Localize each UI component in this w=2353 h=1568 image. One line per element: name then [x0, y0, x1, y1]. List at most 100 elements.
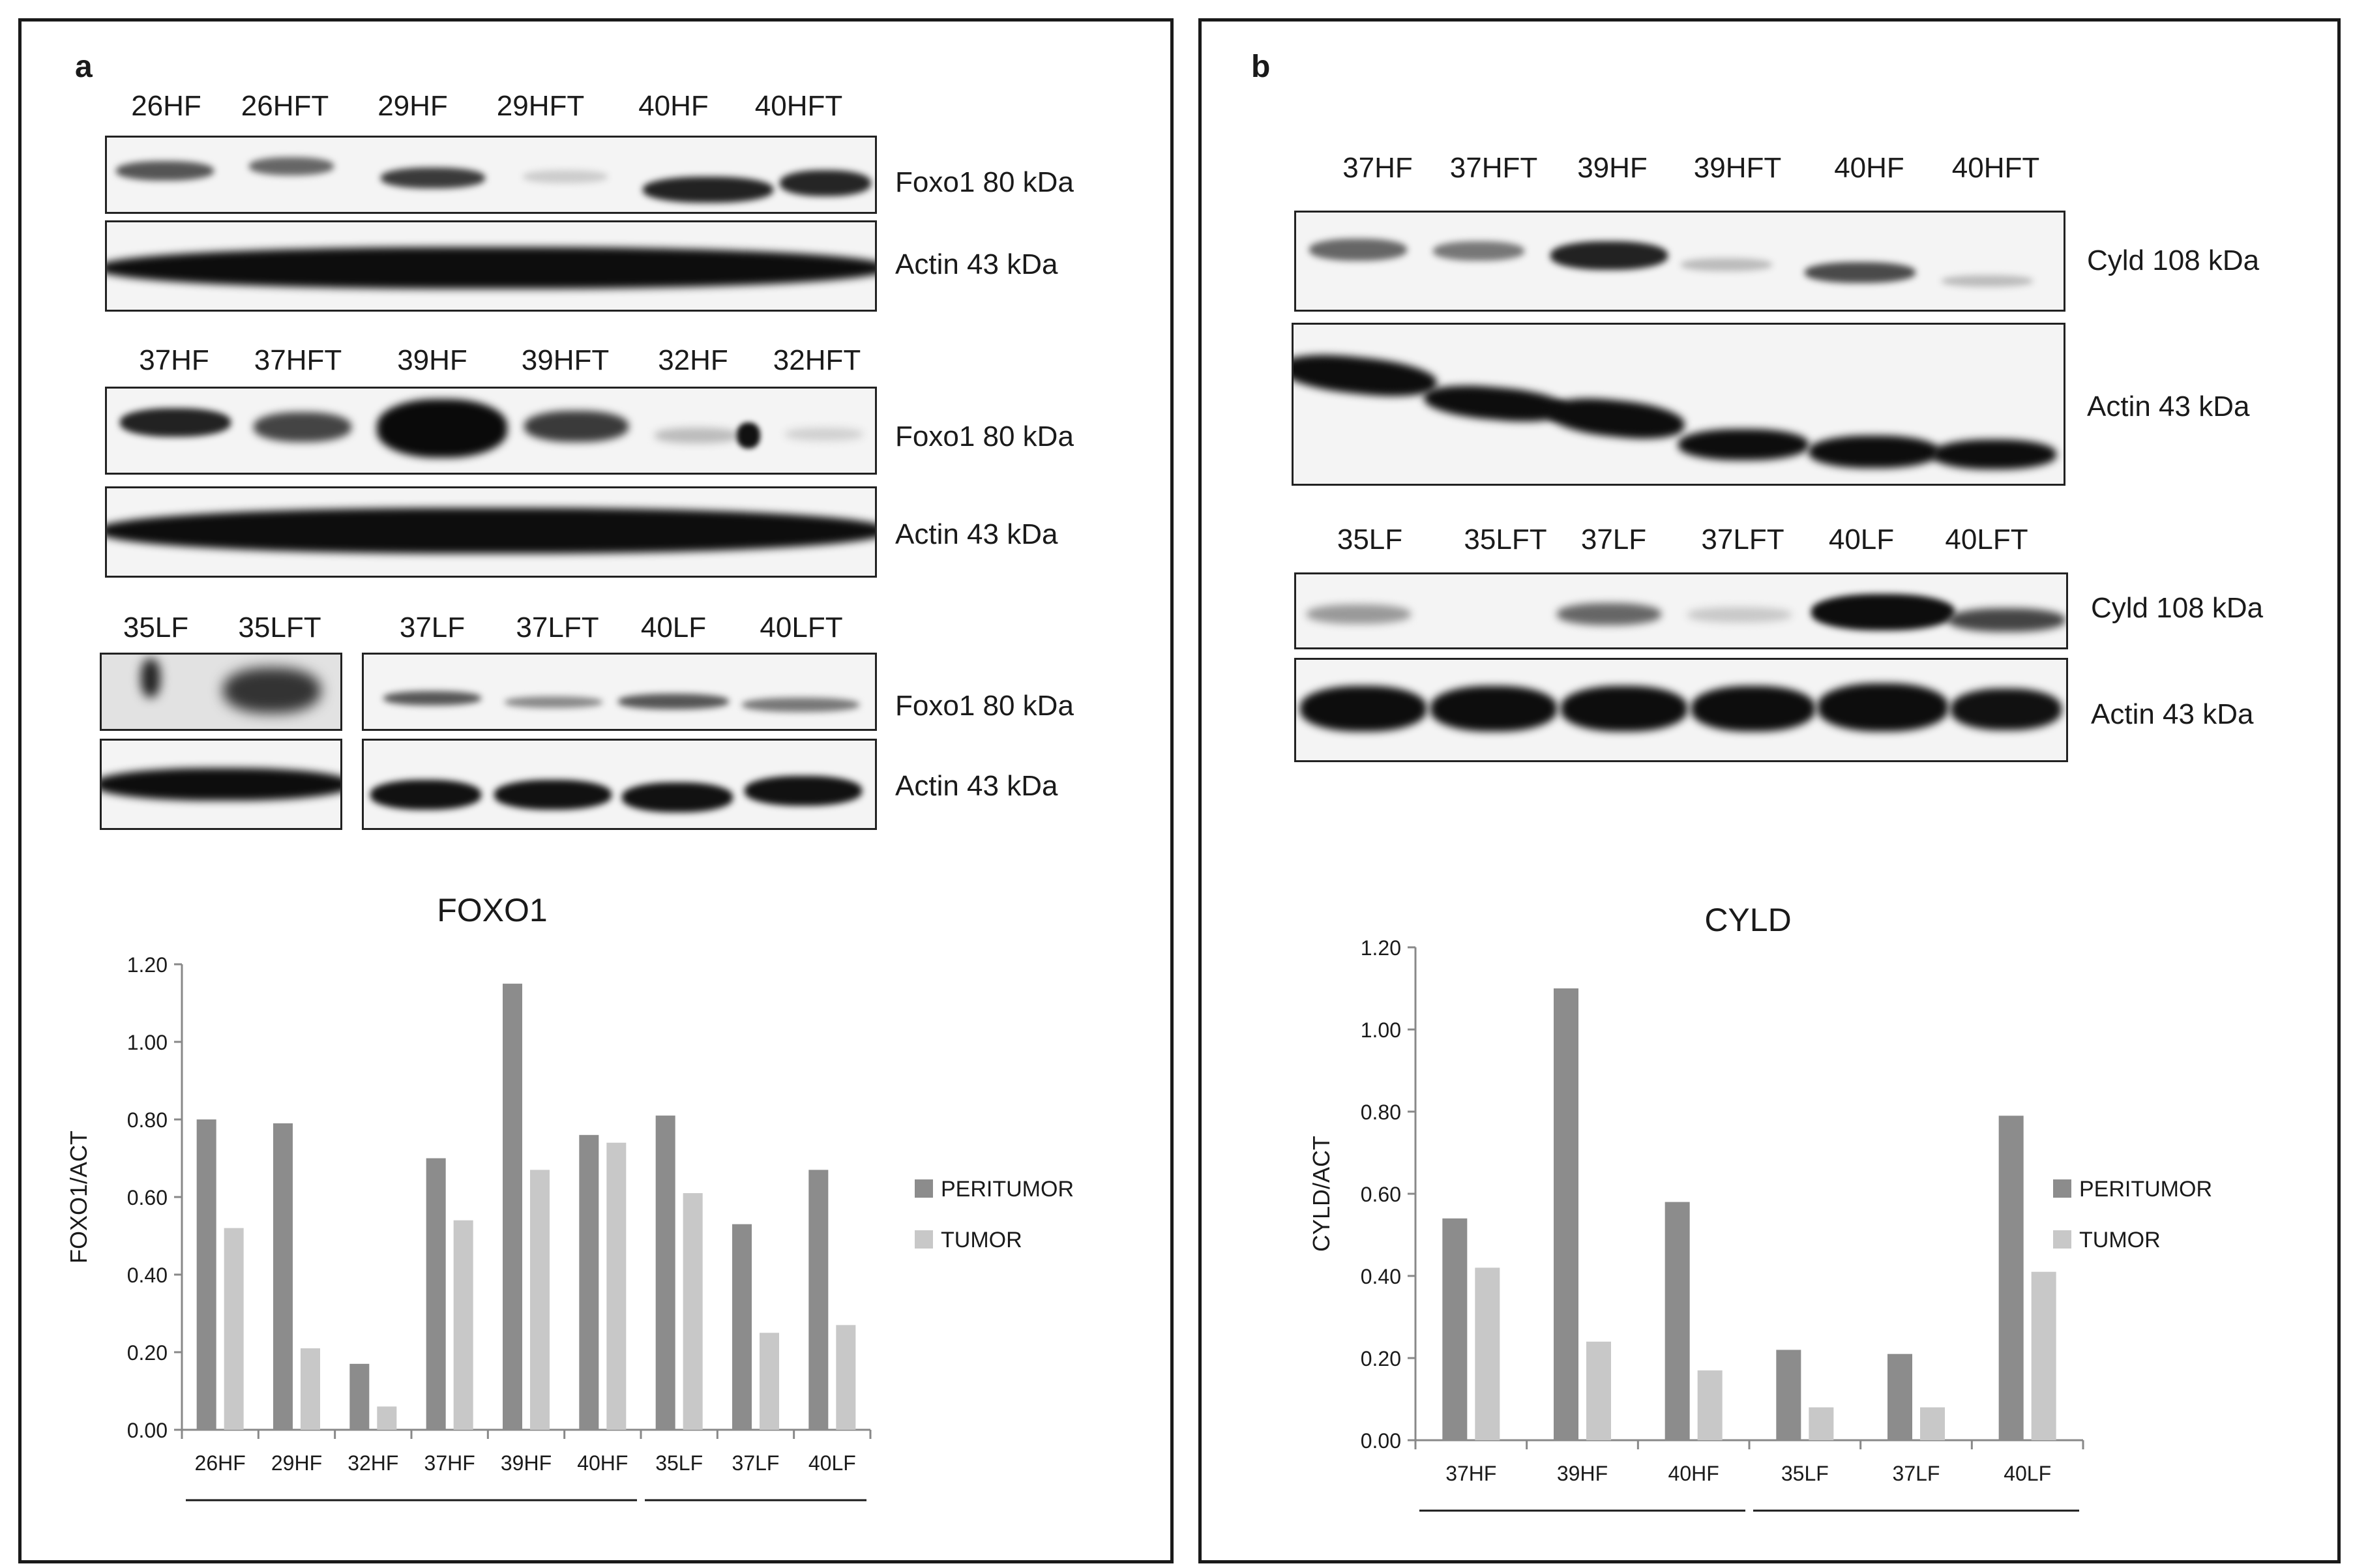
cyld-blot	[1294, 211, 2065, 312]
band	[523, 170, 608, 183]
band	[1691, 686, 1815, 732]
x-tick-label: 37HF	[1445, 1462, 1496, 1485]
lane-label: 37LF	[399, 612, 466, 643]
panel-a: a 26HF 26HFT 29HF 29HFT 40HF 40HFT Foxo1…	[18, 18, 1174, 1563]
bar-peritumor	[1554, 988, 1578, 1440]
lane-label: 37HF	[1342, 152, 1413, 184]
foxo1-blot	[100, 653, 342, 731]
y-tick-label: 0.00	[127, 1419, 168, 1442]
band	[107, 508, 875, 554]
y-tick-label: 0.60	[1361, 1183, 1401, 1206]
lane-label: 40LF	[1828, 524, 1895, 555]
x-tick-label: 32HF	[348, 1451, 398, 1475]
lane-label: 32HFT	[773, 344, 861, 376]
lane-label: 37HFT	[1449, 152, 1538, 184]
bar-tumor	[301, 1348, 320, 1430]
panel-a-label: a	[75, 50, 93, 84]
bar-tumor	[224, 1228, 244, 1430]
x-tick-label: 26HF	[195, 1451, 246, 1475]
bar-tumor	[1809, 1407, 1834, 1440]
y-tick-label: 0.00	[1361, 1429, 1401, 1453]
bar-peritumor	[655, 1116, 675, 1430]
lane-label: 40LF	[640, 612, 707, 643]
band	[102, 768, 340, 801]
band	[643, 177, 773, 203]
y-tick-label: 1.00	[127, 1031, 168, 1054]
band	[1678, 429, 1809, 460]
cyld-label: Cyld 108 kDa	[2087, 244, 2260, 276]
x-tick-label: 39HF	[501, 1451, 552, 1475]
actin-label: Actin 43 kDa	[895, 518, 1058, 550]
band	[1309, 239, 1407, 261]
bar-tumor	[2031, 1271, 2056, 1440]
band	[622, 782, 733, 812]
lane-label: 40LFT	[760, 612, 843, 643]
foxo1-blot	[105, 387, 877, 475]
band	[120, 408, 231, 437]
band	[381, 168, 485, 188]
cyld-label: Cyld 108 kDa	[2091, 592, 2264, 624]
lane-label: 37LFT	[1701, 524, 1784, 555]
bar-peritumor	[732, 1224, 752, 1430]
x-tick-label: 40LF	[808, 1451, 856, 1475]
x-tick-label: 37HF	[424, 1451, 475, 1475]
band	[1932, 439, 2056, 469]
lane-label: 35LF	[1337, 524, 1403, 555]
bar-tumor	[606, 1142, 627, 1430]
bar-tumor	[1475, 1267, 1500, 1440]
lane-label: 37HF	[139, 344, 209, 376]
lane-label: 35LFT	[1464, 524, 1547, 555]
bar-peritumor	[579, 1134, 599, 1430]
band	[1687, 607, 1792, 623]
bar-peritumor	[1665, 1202, 1690, 1440]
band	[1951, 688, 2062, 730]
foxo1-label: Foxo1 80 kDa	[895, 690, 1074, 722]
bar-tumor	[1586, 1341, 1611, 1440]
lane-label: 39HF	[397, 344, 467, 376]
y-tick-label: 0.40	[1361, 1265, 1401, 1288]
band	[141, 658, 160, 698]
lane-label: 37HFT	[254, 344, 342, 376]
lane-label: 40HF	[638, 90, 709, 122]
legend-swatch	[2053, 1179, 2071, 1198]
cyld-blot	[1294, 572, 2068, 649]
y-tick-label: 0.20	[1361, 1347, 1401, 1370]
legend-label: TUMOR	[2079, 1228, 2161, 1252]
lane-label: 39HFT	[1693, 152, 1782, 184]
lane-label: 40HFT	[1951, 152, 2040, 184]
y-tick-label: 0.80	[127, 1108, 168, 1132]
actin-label: Actin 43 kDa	[895, 248, 1058, 280]
chart-title: FOXO1	[437, 892, 547, 928]
bar-peritumor	[273, 1123, 293, 1430]
actin-blot	[100, 739, 342, 830]
bar-peritumor	[808, 1170, 829, 1430]
y-tick-label: 0.40	[127, 1264, 168, 1287]
bar-peritumor	[503, 983, 522, 1430]
band	[1433, 241, 1524, 261]
actin-label: Actin 43 kDa	[2091, 698, 2254, 730]
y-tick-label: 0.20	[127, 1341, 168, 1365]
band	[780, 170, 871, 196]
lane-label: 39HFT	[521, 344, 610, 376]
legend-swatch	[2053, 1230, 2071, 1249]
lane-label: 40HFT	[754, 90, 843, 122]
band	[505, 696, 602, 708]
band	[742, 698, 859, 712]
band	[1430, 686, 1557, 732]
y-tick-label: 1.20	[1361, 936, 1401, 960]
band	[655, 428, 739, 443]
x-tick-label: 35LF	[1781, 1462, 1829, 1485]
band	[1307, 604, 1411, 624]
bar-peritumor	[1442, 1218, 1468, 1440]
band	[785, 428, 863, 441]
band	[1811, 594, 1955, 630]
y-tick-label: 0.60	[127, 1186, 168, 1209]
band	[1561, 686, 1687, 732]
bar-peritumor	[196, 1119, 216, 1430]
bar-peritumor	[1998, 1116, 2024, 1440]
actin-blot	[362, 739, 877, 830]
foxo1-blot	[362, 653, 877, 731]
bar-peritumor	[426, 1158, 446, 1430]
band	[745, 776, 862, 806]
y-tick-label: 1.20	[127, 953, 168, 977]
